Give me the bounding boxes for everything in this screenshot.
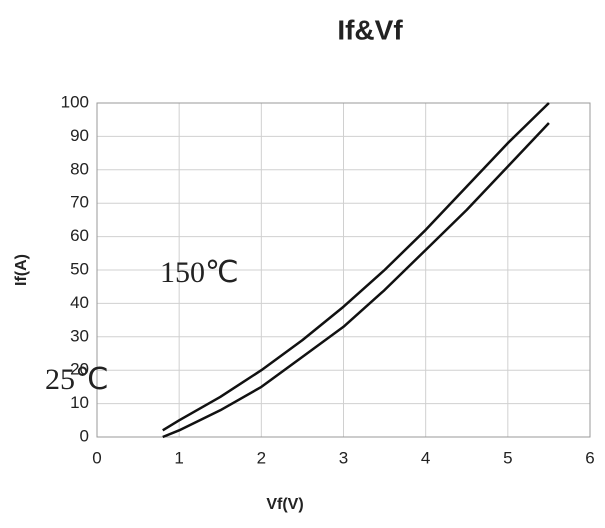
x-tick-label: 5 <box>503 448 512 467</box>
x-tick-label: 2 <box>257 448 266 467</box>
y-axis-label: If(A) <box>13 254 30 286</box>
chart-title: If&Vf <box>337 14 403 45</box>
x-tick-label: 0 <box>92 448 101 467</box>
y-tick-label: 0 <box>80 426 89 445</box>
x-axis-label: Vf(V) <box>266 496 303 513</box>
y-tick-label: 70 <box>70 193 89 212</box>
x-tick-label: 3 <box>339 448 348 467</box>
y-tick-label: 40 <box>70 293 89 312</box>
series-line <box>162 102 550 432</box>
plot-frame <box>96 102 591 438</box>
y-tick-label: 20 <box>70 360 89 379</box>
series-line <box>162 122 550 439</box>
y-tick-label: 60 <box>70 226 89 245</box>
y-tick-label: 50 <box>70 259 89 278</box>
y-tick-label: 80 <box>70 159 89 178</box>
x-tick-label: 1 <box>174 448 183 467</box>
series-annotation: 25℃ <box>45 363 109 396</box>
y-tick-label: 100 <box>61 92 89 111</box>
x-tick-label: 4 <box>421 448 430 467</box>
y-tick-label: 10 <box>70 393 89 412</box>
y-tick-label: 30 <box>70 326 89 345</box>
series-annotation: 150℃ <box>160 256 239 289</box>
y-tick-label: 90 <box>70 126 89 145</box>
x-tick-label: 6 <box>585 448 594 467</box>
